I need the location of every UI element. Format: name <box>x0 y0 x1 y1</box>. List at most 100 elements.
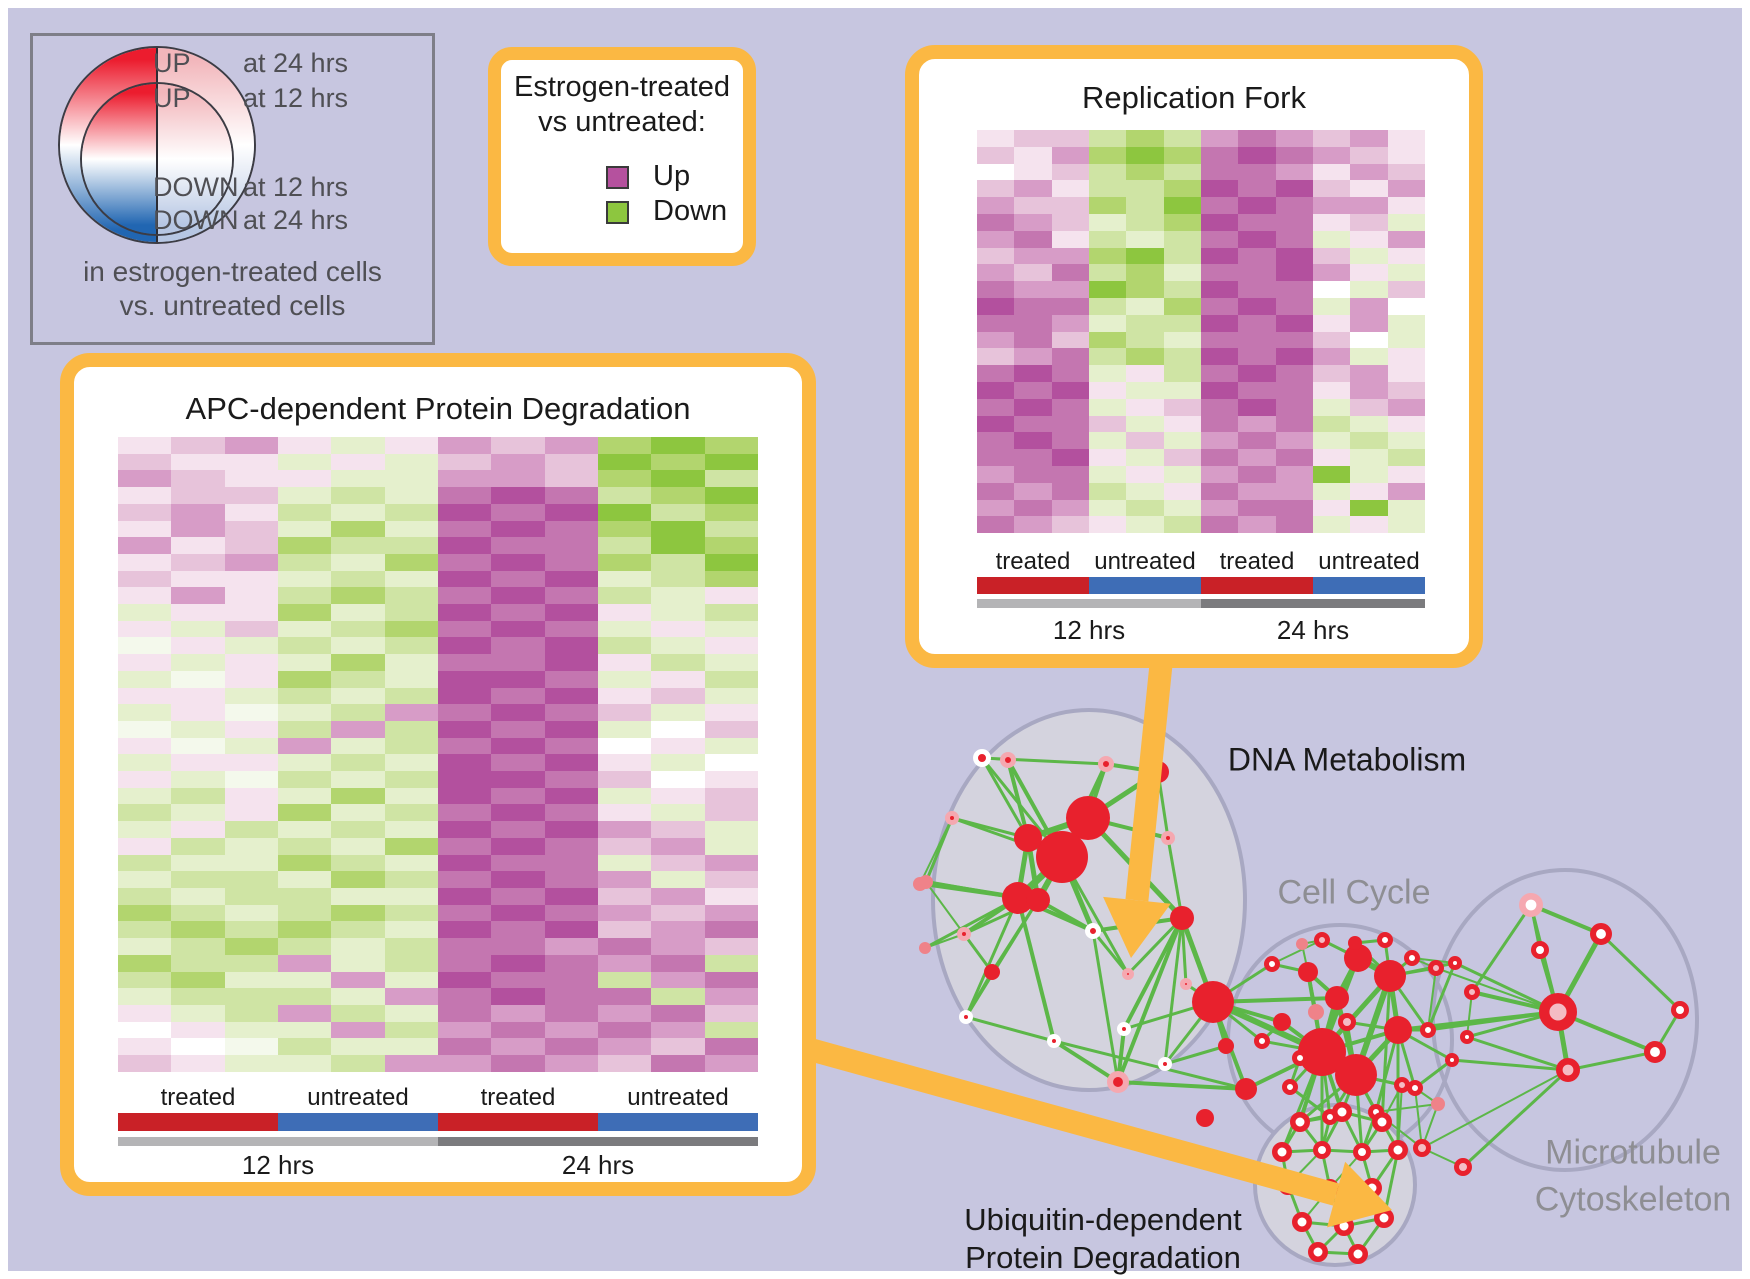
heatmap-cell <box>597 487 652 504</box>
heatmap-cell <box>277 687 332 705</box>
heatmap-cell <box>1126 516 1164 534</box>
heatmap-cell <box>1238 516 1276 534</box>
heatmap-cell <box>1088 331 1127 349</box>
heatmap-cell <box>1275 213 1313 231</box>
heatmap-cell <box>704 620 758 638</box>
heatmap-cell <box>437 754 492 772</box>
heatmap-cell <box>331 771 385 788</box>
heatmap-cell <box>171 637 225 655</box>
network-edge <box>1380 975 1392 1123</box>
heatmap-cell <box>118 1021 172 1039</box>
heatmap-cell <box>1088 146 1127 164</box>
network-node-rw <box>1448 956 1462 970</box>
heatmap-cell <box>1387 516 1425 534</box>
heatmap-cell <box>1014 163 1052 181</box>
heatmap-cell <box>224 787 278 805</box>
heatmap-cell <box>1088 180 1127 198</box>
heatmap-cell <box>1014 331 1052 349</box>
heatmap-cell <box>704 871 758 888</box>
heatmap-cell <box>1051 415 1089 433</box>
heatmap-cell <box>544 620 598 638</box>
network-edge <box>1091 930 1120 1083</box>
heatmap-cell <box>1051 180 1089 198</box>
network-edge <box>1052 1039 1120 1084</box>
heatmap-cell <box>704 1021 758 1039</box>
network-node-solidPink <box>919 942 931 954</box>
heatmap-cell <box>491 887 545 905</box>
network-node-solid <box>1325 986 1349 1010</box>
heatmap-cell <box>651 587 705 605</box>
scale-row-dir: UP <box>153 48 191 78</box>
heatmap-cell <box>597 1038 652 1056</box>
heatmap-cell <box>597 887 652 905</box>
heatmap-cell <box>1088 365 1127 382</box>
heatmap-cell <box>277 570 332 588</box>
heatmap-cell <box>384 1038 438 1056</box>
heatmap-cell <box>1387 381 1425 399</box>
heatmap-cell <box>491 971 545 989</box>
heatmap-cell <box>544 737 598 755</box>
heatmap-row <box>118 988 758 1005</box>
heatmap-cell <box>331 1055 385 1072</box>
treated-bar-segment <box>438 1113 598 1131</box>
heatmap-cell <box>277 537 332 554</box>
network-node-rw <box>1292 1050 1308 1066</box>
heatmap-row <box>118 453 758 471</box>
heatmap-cell <box>118 938 172 955</box>
heatmap-cell <box>597 570 652 588</box>
heatmap-cell <box>331 787 385 805</box>
annotation-arrow-shaft <box>808 1038 1340 1206</box>
network-node-solid <box>1066 796 1110 840</box>
network-node-wr <box>1085 923 1101 939</box>
heatmap-cell <box>491 754 545 772</box>
heatmap-cell <box>384 771 438 788</box>
heatmap-cell <box>224 704 278 721</box>
heatmap-cell <box>277 904 332 922</box>
replication-heatmap <box>977 130 1425 534</box>
heatmap-cell <box>384 871 438 888</box>
heatmap-cell <box>1200 415 1239 433</box>
heatmap-row <box>118 1021 758 1039</box>
heatmap-cell <box>1200 331 1239 349</box>
network-edge <box>1126 916 1184 976</box>
heatmap-cell <box>1163 297 1201 315</box>
heatmap-cell <box>437 620 492 638</box>
heatmap-cell <box>331 453 385 471</box>
heatmap-cell <box>1275 348 1313 366</box>
heatmap-cell <box>384 887 438 905</box>
heatmap-cell <box>277 604 332 621</box>
replication-fork-panel: Replication Fork treated untreated treat… <box>905 45 1483 668</box>
heatmap-cell <box>1200 365 1239 382</box>
heatmap-cell <box>1387 465 1425 483</box>
heatmap-cell <box>1088 130 1127 147</box>
heatmap-cell <box>544 837 598 855</box>
heatmap-cell <box>1312 163 1351 181</box>
group-label: treated <box>995 548 1071 575</box>
heatmap-cell <box>704 437 758 454</box>
hrs12-bar-segment <box>977 599 1201 608</box>
heatmap-cell <box>331 887 385 905</box>
heatmap-cell <box>1387 130 1425 147</box>
heatmap-cell <box>384 704 438 721</box>
heatmap-cell <box>704 904 758 922</box>
heatmap-cell <box>384 854 438 872</box>
heatmap-cell <box>704 737 758 755</box>
heatmap-cell <box>597 854 652 872</box>
heatmap-cell <box>1350 449 1388 466</box>
heatmap-cell <box>118 1038 172 1056</box>
heatmap-cell <box>704 771 758 788</box>
network-node-rw <box>1332 1102 1352 1122</box>
heatmap-cell <box>704 787 758 805</box>
heatmap-cell <box>1238 163 1276 181</box>
heatmap-cell <box>1126 180 1164 198</box>
heatmap-cell <box>977 213 1015 231</box>
heatmap-cell <box>1238 449 1276 466</box>
heatmap-cell <box>1200 197 1239 214</box>
updown-legend-title-line2: vs untreated: <box>538 106 706 138</box>
updown-legend-title: Estrogen-treated vs untreated: <box>501 70 743 140</box>
heatmap-cell <box>277 754 332 772</box>
heatmap-cell <box>491 437 545 454</box>
heatmap-cell <box>491 921 545 939</box>
heatmap-cell <box>1200 180 1239 198</box>
network-edge <box>1470 904 1533 993</box>
